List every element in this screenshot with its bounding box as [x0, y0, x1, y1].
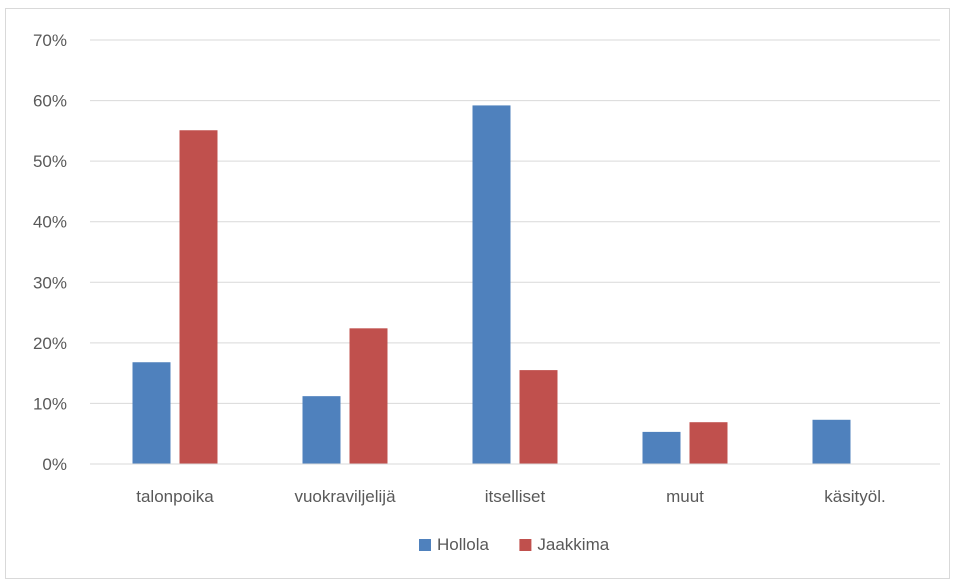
y-tick-label: 70%	[33, 31, 67, 50]
y-tick-label: 60%	[33, 92, 67, 111]
axes: 0% 10% 20% 30% 40% 50% 60% 70% talonpoika vuokrav…	[33, 31, 940, 506]
bars	[132, 105, 851, 464]
bar-hollola-0	[132, 362, 171, 464]
x-tick-label: käsityöl.	[824, 487, 885, 506]
legend: Hollola Jaakkima	[419, 535, 610, 554]
legend-swatch-jaakkima	[519, 539, 532, 551]
bar-jaakkima-3	[689, 422, 728, 464]
bar-hollola-4	[812, 419, 851, 464]
legend-label-jaakkima: Jaakkima	[537, 535, 609, 554]
bar-hollola-3	[642, 431, 681, 464]
y-tick-label: 50%	[33, 152, 67, 171]
bar-jaakkima-1	[349, 328, 388, 464]
y-tick-label: 40%	[33, 213, 67, 232]
y-tick-label: 0%	[42, 455, 67, 474]
x-tick-label: talonpoika	[136, 487, 214, 506]
bar-hollola-1	[302, 396, 341, 464]
x-tick-label: itselliset	[485, 487, 546, 506]
legend-label-hollola: Hollola	[437, 535, 490, 554]
legend-swatch-hollola	[419, 539, 431, 551]
y-tick-label: 20%	[33, 334, 67, 353]
gridlines	[90, 39, 940, 404]
y-tick-label: 30%	[33, 273, 67, 292]
x-tick-label: muut	[666, 487, 704, 506]
y-tick-label: 10%	[33, 394, 67, 413]
bar-jaakkima-0	[179, 130, 218, 464]
bar-hollola-2	[472, 105, 511, 464]
x-tick-label: vuokraviljelijä	[294, 487, 396, 506]
bar-jaakkima-2	[519, 370, 558, 464]
